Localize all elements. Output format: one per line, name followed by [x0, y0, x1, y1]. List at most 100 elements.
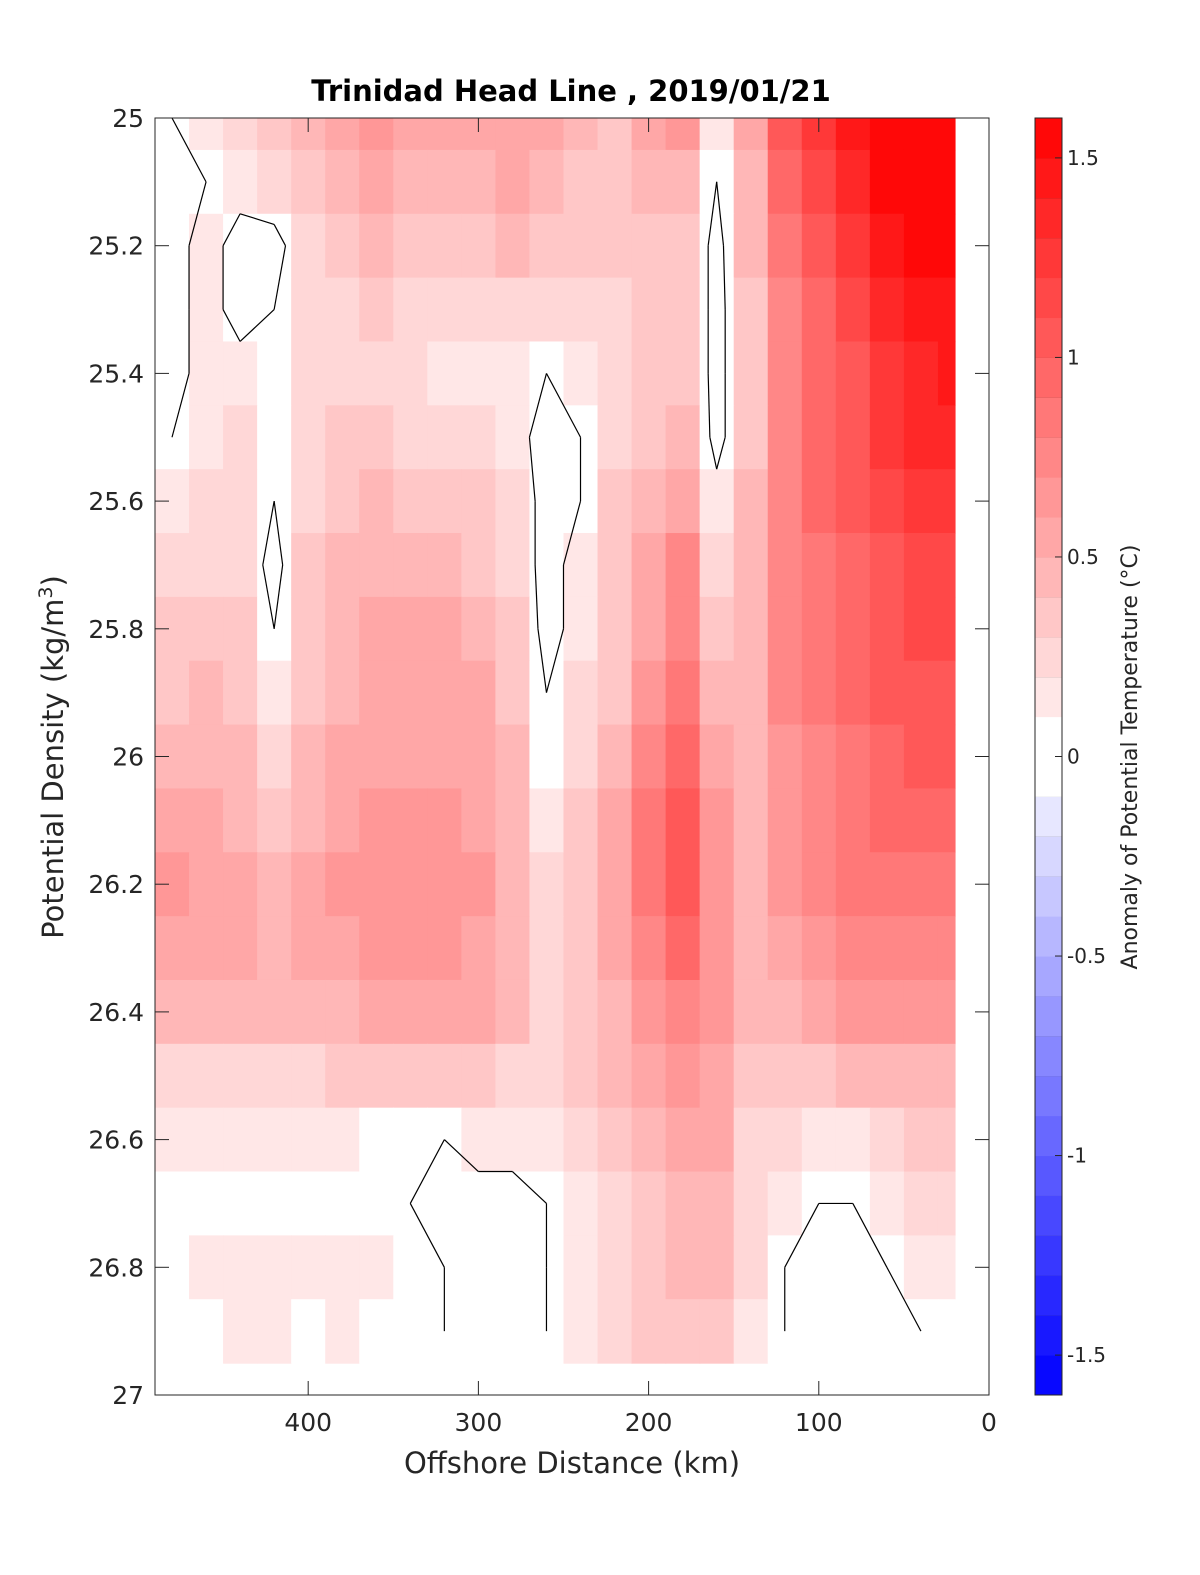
heatmap-cell: [325, 469, 360, 534]
heatmap-cell: [189, 724, 224, 790]
heatmap-cell: [835, 979, 871, 1045]
heatmap-cell: [563, 1107, 599, 1173]
colorbar-band: [1035, 756, 1062, 797]
heatmap-cell: [699, 277, 735, 343]
heatmap-cell: [495, 118, 531, 151]
heatmap-cell: [801, 277, 837, 343]
zero-contour-lines: [171, 117, 922, 1332]
heatmap-cell: [495, 852, 531, 917]
x-tick-label: 100: [795, 1408, 843, 1437]
heatmap-cell: [189, 596, 224, 662]
heatmap-cell: [257, 660, 292, 726]
y-tick-label: 25: [112, 104, 144, 133]
heatmap-cell: [631, 149, 667, 215]
heatmap-cell: [835, 469, 871, 534]
heatmap-cell: [665, 1107, 701, 1173]
colorbar-band: [1035, 836, 1062, 877]
heatmap-cell: [291, 852, 326, 917]
heatmap-cell: [393, 724, 428, 790]
contour-segment: [534, 564, 539, 629]
heatmap-cell: [903, 277, 939, 343]
heatmap-cell: [597, 916, 633, 981]
colorbar-title: Anomaly of Potential Temperature (°C): [1118, 545, 1143, 970]
heatmap-cell: [869, 916, 905, 981]
contour-segment: [188, 181, 207, 246]
heatmap-cell: [393, 1107, 428, 1173]
heatmap-cell: [291, 149, 326, 215]
heatmap-cell: [937, 1299, 956, 1364]
heatmap-cell: [699, 1171, 735, 1236]
heatmap-cell: [699, 596, 735, 662]
heatmap-cell: [767, 852, 803, 917]
heatmap-cell: [937, 852, 956, 917]
heatmap-cell: [733, 118, 769, 151]
heatmap-cell: [393, 341, 428, 406]
heatmap-cell: [359, 405, 394, 470]
heatmap-cell: [189, 979, 224, 1045]
heatmap-cell: [733, 1043, 769, 1109]
heatmap-cell: [563, 1299, 599, 1364]
heatmap-cell: [291, 788, 326, 853]
heatmap-cell: [665, 118, 701, 151]
heatmap-cell: [631, 405, 667, 470]
heatmap-cell: [937, 788, 956, 853]
colorbar-band: [1035, 956, 1062, 997]
heatmap-cell: [291, 660, 326, 726]
heatmap-cell: [631, 916, 667, 981]
heatmap-cell: [563, 533, 599, 598]
heatmap-cell: [155, 1299, 190, 1364]
heatmap-cell: [529, 979, 565, 1045]
y-tick-label: 25.6: [88, 487, 144, 516]
heatmap-cell: [733, 1235, 769, 1300]
heatmap-cell: [699, 533, 735, 598]
colorbar-band: [1035, 517, 1062, 558]
heatmap-cell: [767, 533, 803, 598]
colorbar-band: [1035, 676, 1062, 718]
heatmap-cell: [597, 788, 633, 853]
heatmap-cell: [665, 916, 701, 981]
colorbar-band: [1035, 317, 1062, 358]
heatmap-cell: [869, 724, 905, 790]
heatmap-cell: [733, 1171, 769, 1236]
heatmap-cell: [393, 405, 428, 470]
heatmap-cell: [359, 1235, 394, 1300]
heatmap-cell: [801, 341, 837, 406]
heatmap-cell: [427, 118, 462, 151]
heatmap-cell: [359, 724, 394, 790]
contour-segment: [239, 213, 275, 225]
heatmap-cell: [835, 118, 871, 151]
heatmap-cell: [801, 852, 837, 917]
heatmap-cell: [461, 596, 497, 662]
heatmap-cell: [359, 1043, 394, 1109]
colorbar-band: [1035, 397, 1062, 438]
heatmap-cell: [733, 852, 769, 917]
heatmap-cell: [597, 118, 633, 151]
x-tick-label: 400: [284, 1408, 332, 1437]
heatmap-cell: [189, 405, 224, 470]
heatmap-cell: [767, 660, 803, 726]
heatmap-cell: [835, 1235, 871, 1300]
heatmap-cell: [495, 469, 531, 534]
heatmap-cell: [733, 1107, 769, 1173]
colorbar-tick-label: -1: [1067, 1144, 1087, 1168]
heatmap-cell: [257, 213, 292, 279]
colorbar-band: [1035, 716, 1062, 757]
heatmap-cell: [801, 916, 837, 981]
colorbar-tick-label: 1.5: [1067, 146, 1099, 170]
heatmap-cell: [223, 1171, 258, 1236]
heatmap-cell: [869, 596, 905, 662]
heatmap-cell: [699, 724, 735, 790]
colorbar-band: [1035, 916, 1062, 957]
heatmap-cell: [767, 596, 803, 662]
heatmap-cell: [903, 1107, 939, 1173]
heatmap-cell: [767, 979, 803, 1045]
contour-segment: [709, 437, 718, 470]
heatmap-cell: [767, 788, 803, 853]
contour-segment: [262, 500, 275, 566]
heatmap-cell: [291, 405, 326, 470]
contour-segment: [443, 1139, 479, 1172]
heatmap-cell: [257, 1299, 292, 1364]
contour-segment: [537, 628, 548, 693]
heatmap-cell: [359, 660, 394, 726]
heatmap-cell: [903, 149, 939, 215]
